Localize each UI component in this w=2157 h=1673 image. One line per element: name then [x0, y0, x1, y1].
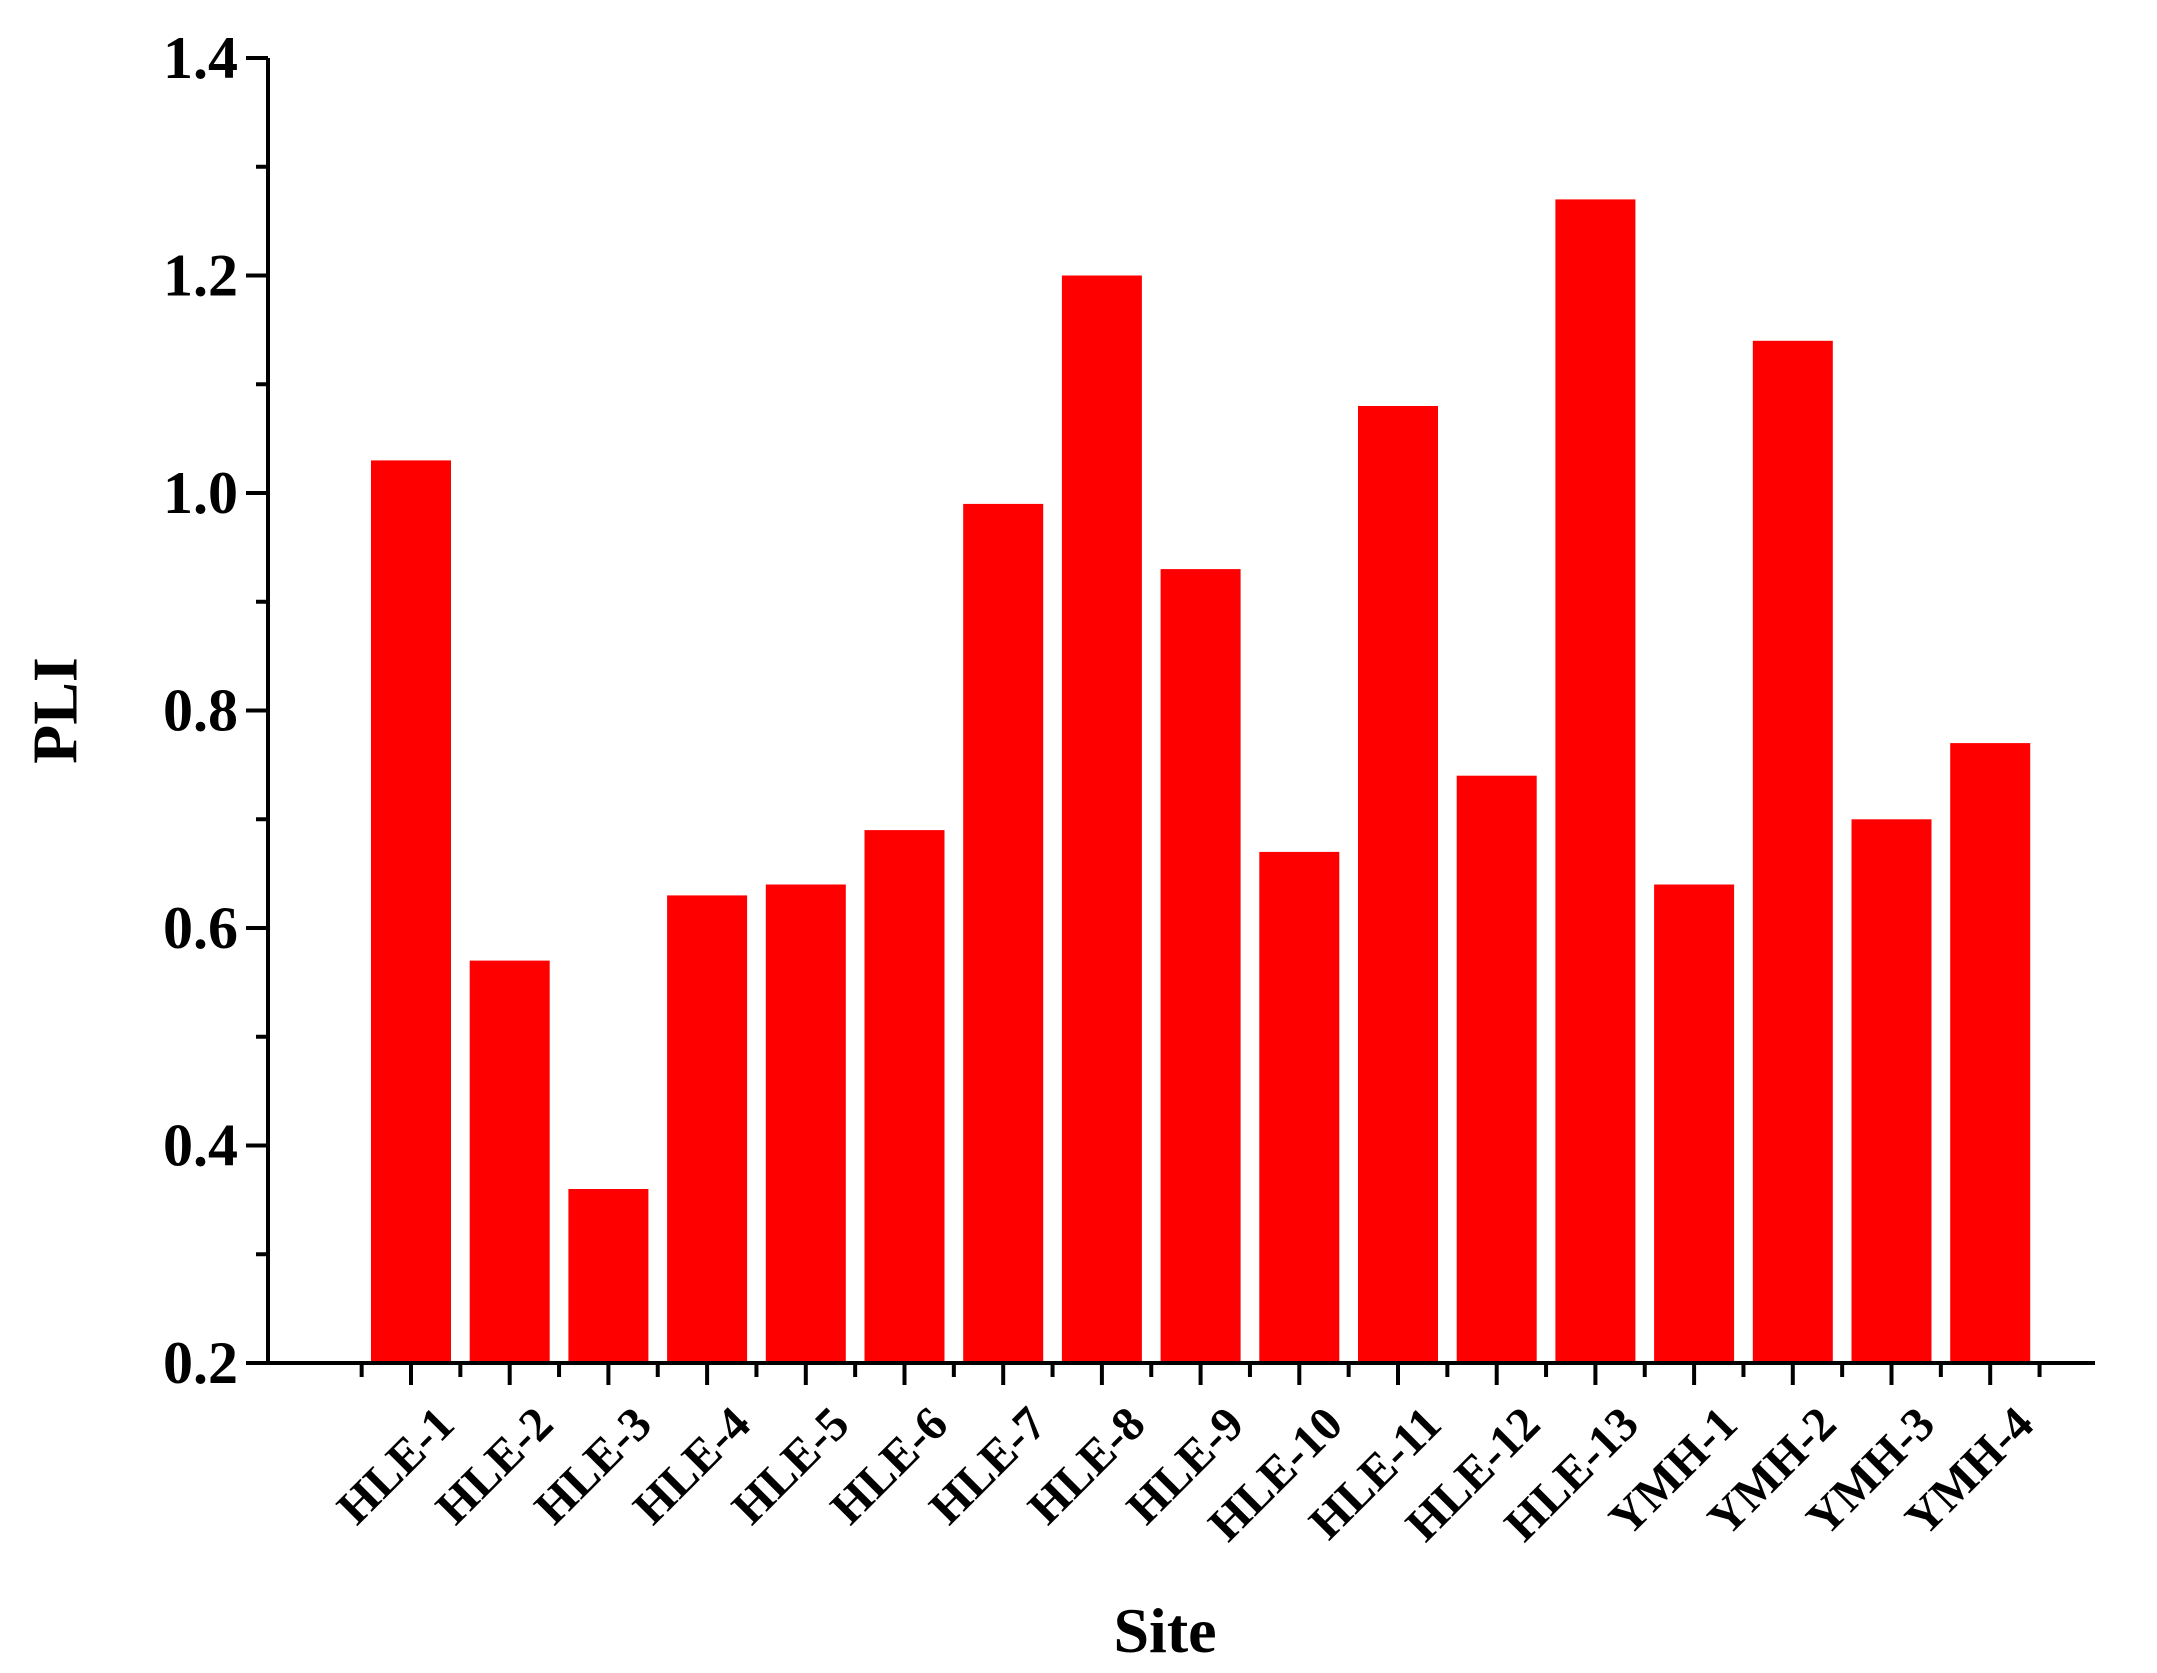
y-axis-title: PLI [20, 657, 91, 764]
bar-hle-5 [765, 884, 846, 1363]
bar-hle-9 [1160, 569, 1241, 1363]
bar-ymh-3 [1851, 819, 1932, 1364]
bar-ymh-2 [1752, 340, 1833, 1364]
y-tick-label: 0.6 [163, 895, 238, 961]
bar-hle-4 [667, 895, 748, 1363]
bar-hle-10 [1259, 851, 1340, 1363]
y-tick-label: 0.8 [163, 678, 238, 744]
y-tick-label: 0.4 [163, 1113, 238, 1179]
bar-hle-12 [1456, 775, 1537, 1363]
bar-hle-11 [1358, 406, 1438, 1363]
bar-hle-3 [568, 1189, 649, 1363]
bar-hle-1 [371, 460, 451, 1363]
x-axis-title: Site [1113, 1595, 1216, 1666]
bar-ymh-1 [1654, 884, 1735, 1363]
bar-hle-2 [469, 960, 550, 1363]
bar-hle-7 [963, 503, 1044, 1363]
bars-group [371, 199, 2031, 1364]
y-tick-label: 1.0 [163, 460, 238, 526]
bar-ymh-4 [1950, 743, 2031, 1363]
y-tick-label: 0.2 [163, 1330, 238, 1396]
bar-hle-8 [1061, 275, 1142, 1363]
y-tick-label: 1.2 [163, 243, 238, 309]
bar-hle-6 [864, 830, 945, 1363]
y-axis: 0.2 0.4 0.6 0.8 1.0 1.2 1.4 [163, 25, 270, 1396]
bar-hle-13 [1555, 199, 1636, 1363]
x-axis: HLE-1HLE-2HLE-3HLE-4HLE-5HLE-6HLE-7HLE-8… [268, 1361, 2095, 1551]
y-tick-label: 1.4 [163, 25, 238, 91]
